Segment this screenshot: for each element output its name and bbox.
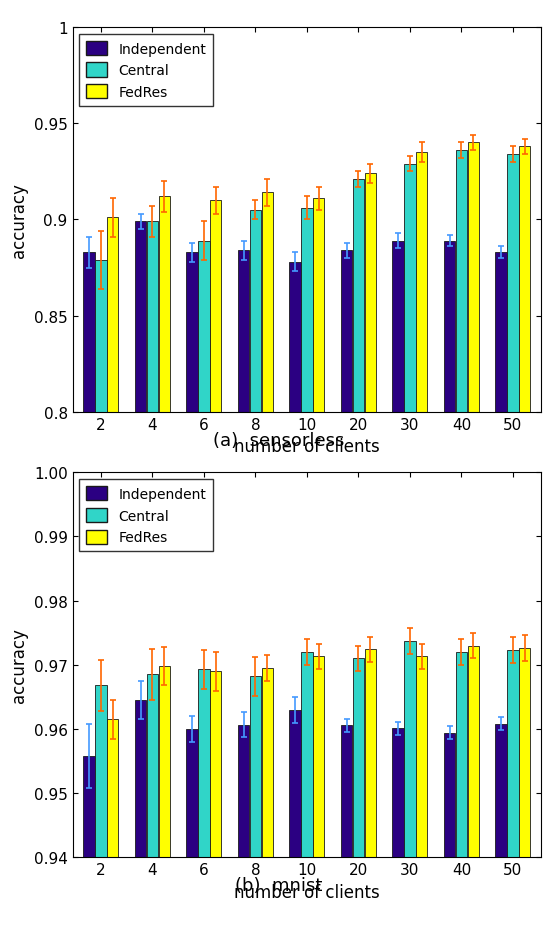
Text: (b)  mnist: (b) mnist xyxy=(235,876,323,894)
Bar xyxy=(301,209,312,413)
Bar xyxy=(341,251,352,413)
Bar xyxy=(404,641,416,857)
Bar xyxy=(158,667,170,857)
Legend: Independent, Central, FedRes: Independent, Central, FedRes xyxy=(79,479,213,552)
Bar xyxy=(135,222,146,413)
Bar xyxy=(147,222,158,413)
Bar xyxy=(404,164,416,413)
Bar xyxy=(444,241,455,413)
Bar xyxy=(238,251,249,413)
Bar xyxy=(290,710,301,857)
Bar xyxy=(186,253,198,413)
Bar xyxy=(313,199,324,413)
Bar xyxy=(83,756,95,857)
Bar xyxy=(468,144,479,413)
Bar xyxy=(290,262,301,413)
Bar xyxy=(198,669,210,857)
Bar xyxy=(364,650,376,857)
Bar xyxy=(158,197,170,413)
Bar xyxy=(468,646,479,857)
Bar xyxy=(186,730,198,857)
Bar xyxy=(210,671,222,857)
Bar xyxy=(107,218,118,413)
Text: (a)  sensorless: (a) sensorless xyxy=(213,431,345,449)
Bar xyxy=(392,729,404,857)
Bar xyxy=(147,675,158,857)
Bar xyxy=(496,253,507,413)
Bar xyxy=(210,201,222,413)
Y-axis label: accuracy: accuracy xyxy=(10,628,28,703)
Legend: Independent, Central, FedRes: Independent, Central, FedRes xyxy=(79,34,213,107)
Bar xyxy=(392,241,404,413)
Bar xyxy=(313,657,324,857)
Bar xyxy=(95,686,107,857)
Bar xyxy=(444,733,455,857)
Bar xyxy=(198,241,210,413)
Bar xyxy=(250,210,261,413)
Bar xyxy=(519,147,531,413)
Bar xyxy=(262,193,273,413)
X-axis label: number of clients: number of clients xyxy=(234,438,380,456)
Bar xyxy=(364,174,376,413)
Bar xyxy=(95,260,107,413)
Bar xyxy=(107,719,118,857)
Bar xyxy=(353,180,364,413)
Bar xyxy=(519,649,531,857)
Bar xyxy=(353,659,364,857)
Bar xyxy=(456,151,467,413)
Bar xyxy=(238,725,249,857)
Bar xyxy=(507,651,518,857)
Bar xyxy=(416,153,427,413)
Bar xyxy=(456,653,467,857)
Bar xyxy=(416,657,427,857)
Bar xyxy=(262,668,273,857)
Bar xyxy=(341,726,352,857)
Bar xyxy=(83,253,95,413)
Y-axis label: accuracy: accuracy xyxy=(10,183,28,258)
Bar xyxy=(496,724,507,857)
Bar xyxy=(507,155,518,413)
Bar xyxy=(135,701,146,857)
X-axis label: number of clients: number of clients xyxy=(234,883,380,901)
Bar xyxy=(250,677,261,857)
Bar xyxy=(301,653,312,857)
